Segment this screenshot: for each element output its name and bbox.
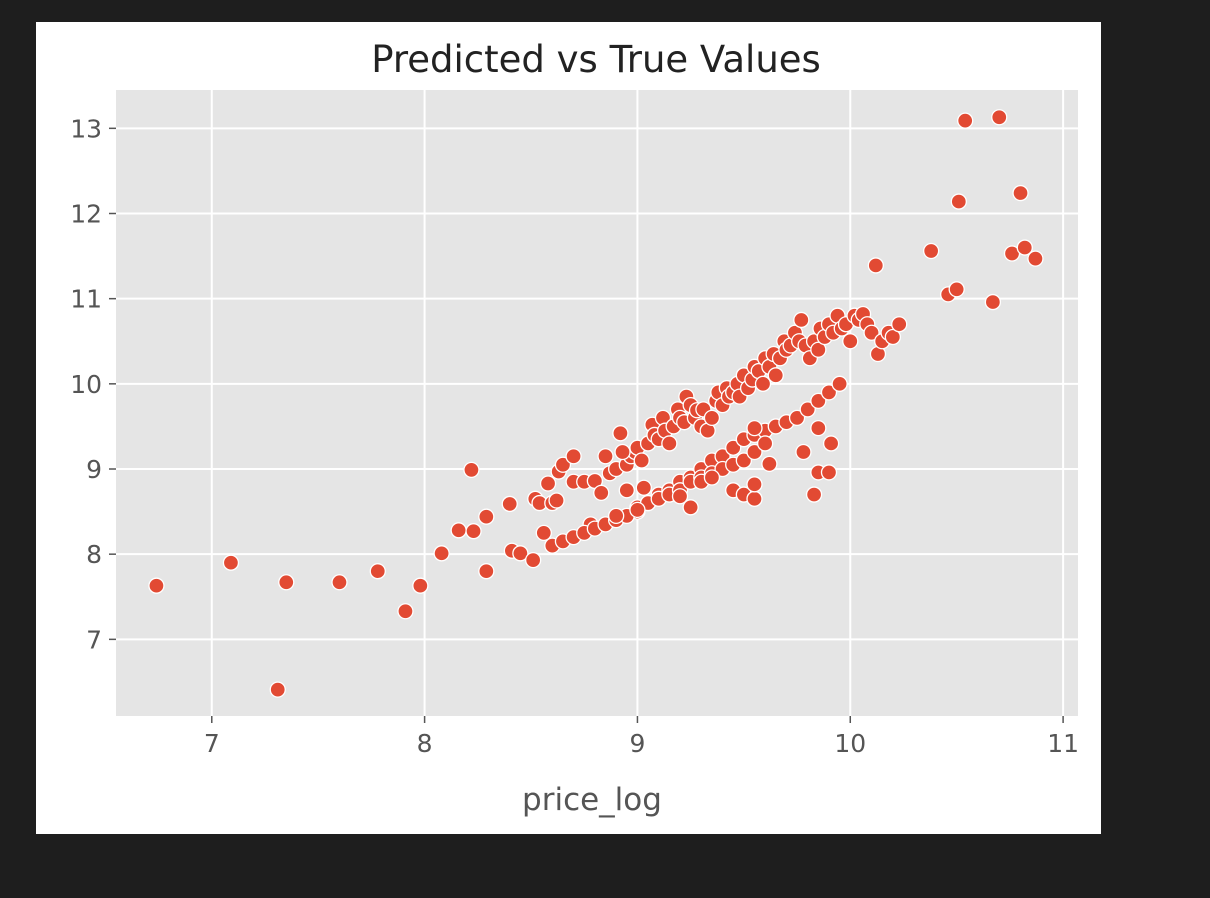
- data-points: [148, 109, 1044, 698]
- x-tick-label: 11: [1047, 729, 1079, 758]
- scatter-point: [754, 375, 772, 392]
- scatter-point: [991, 109, 1008, 126]
- scatter-point: [820, 384, 838, 401]
- scatter-point: [725, 439, 742, 456]
- scatter-point: [746, 419, 763, 437]
- scatter-point: [822, 435, 840, 452]
- y-tick-label: 12: [70, 199, 102, 228]
- scatter-point: [278, 574, 295, 591]
- x-axis-label: price_log: [522, 782, 662, 818]
- scatter-point: [597, 448, 614, 465]
- scatter-point: [795, 443, 812, 461]
- scatter-point: [867, 257, 884, 274]
- scatter-point: [863, 324, 880, 341]
- scatter-point: [820, 464, 838, 481]
- scatter-point: [608, 507, 625, 525]
- scatter-point: [948, 281, 965, 298]
- chart-title: Predicted vs True Values: [371, 38, 821, 81]
- scatter-point: [501, 495, 518, 513]
- scatter-point: [746, 490, 763, 507]
- scatter-point: [788, 409, 806, 427]
- plot-area: [116, 90, 1078, 716]
- scatter-point: [703, 469, 721, 486]
- scatter-point: [614, 443, 631, 461]
- scatter-chart: 7 8 9 10 11 7 8 9 10 11 12 13 Predicted vs True Val…: [70, 38, 1079, 818]
- x-tick-label: 7: [204, 729, 220, 758]
- scatter-point: [1012, 184, 1029, 202]
- scatter-point: [761, 455, 778, 473]
- scatter-point: [412, 577, 429, 594]
- scatter-point: [805, 486, 823, 503]
- scatter-point: [746, 476, 763, 493]
- scatter-point: [891, 316, 908, 333]
- scatter-point: [535, 524, 552, 542]
- scatter-point: [831, 375, 848, 392]
- scatter-point: [633, 452, 650, 469]
- scatter-point: [450, 522, 467, 539]
- scatter-point: [548, 492, 565, 509]
- scatter-point: [618, 482, 635, 499]
- scatter-point: [746, 443, 763, 461]
- scatter-point: [682, 499, 699, 516]
- y-tick-label: 7: [86, 625, 102, 654]
- scatter-point: [767, 367, 784, 384]
- scatter-point: [957, 112, 974, 129]
- scatter-point: [799, 401, 816, 418]
- scatter-point: [525, 551, 542, 569]
- scatter-point: [735, 452, 753, 469]
- scatter-point: [554, 456, 572, 473]
- y-tick-label: 8: [86, 540, 102, 569]
- y-tick-label: 13: [70, 114, 102, 143]
- y-tick-label: 10: [70, 370, 102, 399]
- scatter-point: [478, 508, 495, 525]
- x-tick-label: 9: [629, 729, 645, 758]
- scatter-point: [593, 484, 610, 502]
- axis-ticks: 7 8 9 10 11 7 8 9 10 11 12 13: [70, 114, 1079, 758]
- scatter-point: [465, 523, 482, 540]
- scatter-point: [661, 435, 678, 452]
- scatter-point: [148, 577, 165, 594]
- y-tick-label: 9: [86, 455, 102, 484]
- scatter-point: [810, 419, 827, 437]
- scatter-point: [433, 545, 450, 562]
- scatter-point: [793, 311, 810, 329]
- scatter-point: [222, 554, 240, 571]
- scatter-point: [1016, 239, 1033, 256]
- scatter-point: [539, 475, 557, 492]
- x-tick-label: 8: [417, 729, 433, 758]
- scatter-point: [635, 479, 652, 496]
- chart-figure: 7 8 9 10 11 7 8 9 10 11 12 13 Predicted vs True Val…: [36, 22, 1101, 834]
- scatter-point: [269, 681, 286, 698]
- scatter-point: [331, 574, 348, 591]
- scatter-point: [756, 435, 774, 452]
- scatter-point: [629, 501, 646, 519]
- scatter-point: [922, 242, 940, 260]
- scatter-point: [478, 563, 495, 580]
- scatter-point: [671, 488, 689, 505]
- scatter-point: [397, 603, 414, 620]
- scatter-point: [884, 328, 901, 346]
- scatter-point: [463, 461, 480, 479]
- scatter-point: [984, 293, 1002, 311]
- x-tick-label: 10: [834, 729, 866, 758]
- y-tick-label: 11: [70, 285, 102, 314]
- scatter-point: [512, 545, 529, 562]
- scatter-point: [810, 341, 827, 358]
- scatter-point: [612, 425, 629, 442]
- scatter-point: [810, 392, 827, 410]
- scatter-point: [1027, 250, 1044, 267]
- grid: [116, 90, 1078, 716]
- scatter-point: [950, 193, 967, 210]
- scatter-point: [703, 409, 721, 427]
- scatter-point: [369, 563, 386, 580]
- scatter-point: [565, 448, 582, 465]
- scatter-point: [842, 333, 859, 350]
